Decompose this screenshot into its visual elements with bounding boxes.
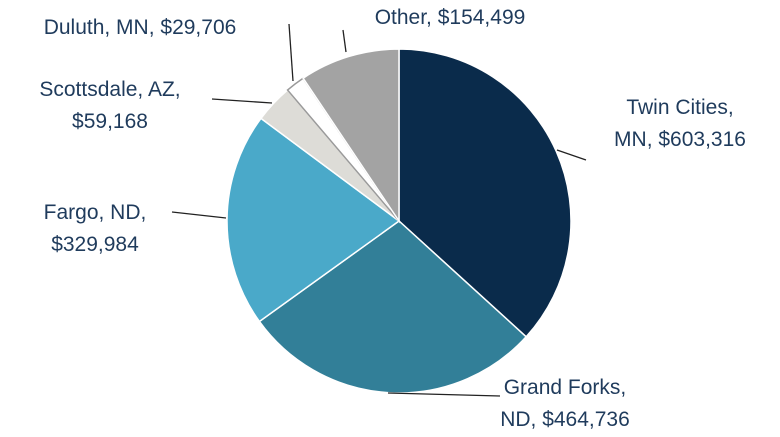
leader-line [171, 211, 227, 219]
data-label: Grand Forks, ND, $464,736 [500, 376, 630, 431]
leader-line [288, 23, 294, 82]
pie-slice [398, 48, 572, 338]
pie-slice [226, 117, 401, 323]
leader-line [342, 29, 347, 53]
leader-line [556, 149, 587, 161]
data-label: Twin Cities, MN, $603,316 [614, 96, 746, 151]
data-label: Fargo, ND, $329,984 [44, 201, 147, 256]
pie-slice [302, 48, 400, 224]
data-label: Scottsdale, AZ, $59,168 [39, 78, 180, 133]
data-label: Other, $154,499 [375, 6, 526, 29]
pie [226, 48, 572, 394]
leader-line [211, 98, 273, 104]
data-label: Duluth, MN, $29,706 [44, 16, 237, 39]
leader-line [387, 392, 501, 397]
leader-lines [171, 23, 587, 397]
